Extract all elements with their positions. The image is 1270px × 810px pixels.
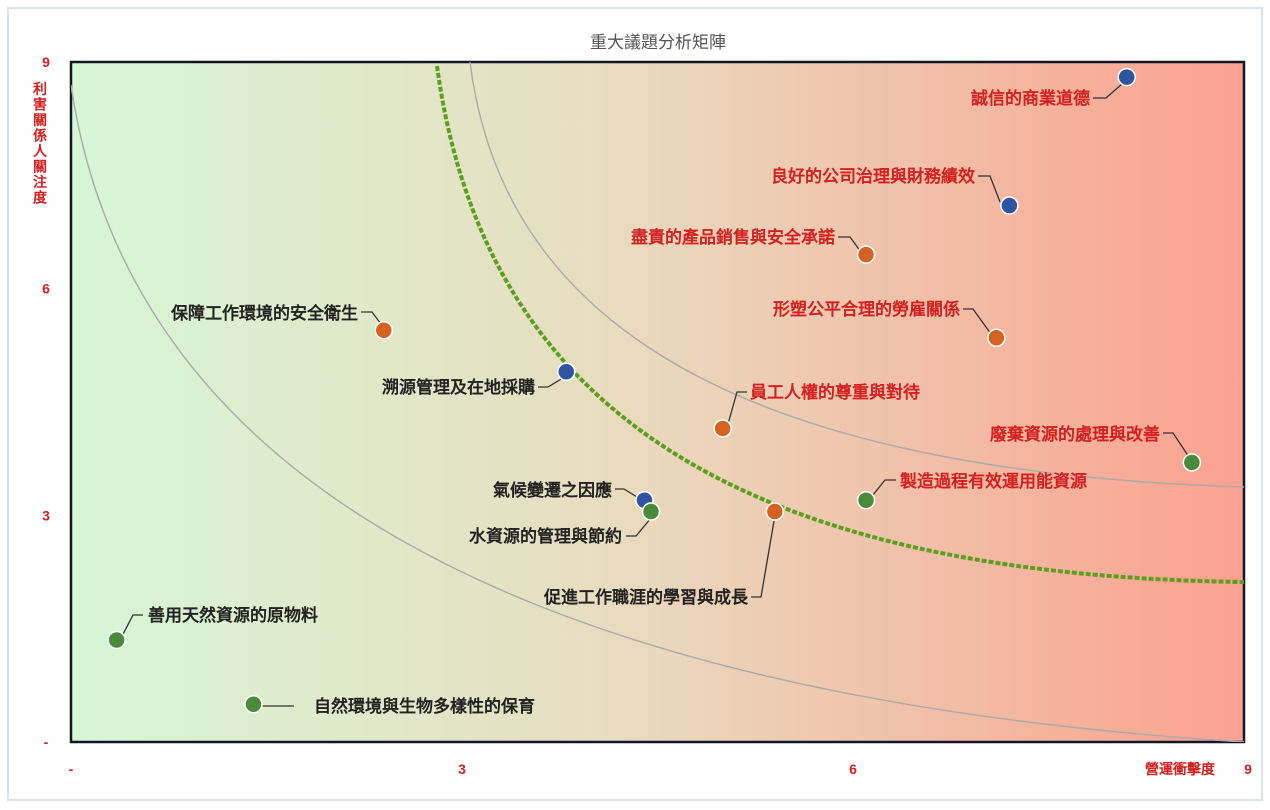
data-point [765,502,785,521]
y-tick-label: 6 [42,281,50,297]
y-axis-label-char: 害 [33,97,47,113]
y-axis-label-char: 利 [33,81,47,97]
leader-lines-group [119,83,1192,707]
leader-line [1093,83,1123,99]
threshold-curve [435,65,1244,584]
x-tick-label: 6 [849,761,857,777]
data-point [713,419,732,438]
data-point [557,362,576,382]
leader-line [119,614,143,641]
leader-line [727,391,747,425]
point-label: 氣候變遷之因應 [493,480,612,500]
point-label: 水資源的管理與節約 [469,526,622,546]
y-tick-label: 9 [42,54,50,70]
y-tick-label: - [44,734,49,750]
data-point [1117,67,1136,87]
point-label: 良好的公司治理與財務績效 [771,166,975,186]
data-point [856,245,876,264]
data-point [641,502,661,521]
point-label: 廢棄資源的處理與改善 [990,424,1160,444]
point-label: 員工人權的尊重與對待 [749,382,920,402]
point-label: 善用天然資源的原物料 [148,605,318,625]
y-axis-label-char: 關 [33,159,47,175]
y-axis-label-char: 人 [33,143,48,159]
point-label: 形塑公平合理的勞雇關係 [773,299,960,319]
data-point [1000,196,1019,215]
x-tick-label: 3 [458,761,466,777]
y-tick-label: 3 [42,507,50,523]
data-point [107,630,126,650]
ticks-group: - 3 6 9 - 3 6 9 [42,54,1252,777]
leader-line [615,488,643,501]
x-tick-label: - [69,761,74,777]
point-label: 溯源管理及在地採購 [382,377,535,397]
y-axis-label-char: 關 [33,112,47,128]
data-point [856,490,876,510]
x-tick-label: 9 [1244,761,1252,777]
leader-line [838,236,862,253]
leader-line [868,479,896,501]
chart-title: 重大議題分析矩陣 [590,33,726,52]
leader-line [963,308,992,335]
leader-line [626,517,652,537]
data-point [374,320,394,340]
point-label: 製造過程有效運用能資源 [899,471,1087,491]
data-point [987,328,1006,348]
point-label: 自然環境與生物多樣性的保育 [314,696,535,716]
point-label: 盡責的產品銷售與安全承諾 [631,227,835,247]
y-axis-label-char: 係 [33,128,47,144]
leader-line [978,175,1001,203]
curves-group [71,62,1244,742]
point-label: 誠信的商業道德 [971,88,1090,108]
y-axis-label-char: 注 [33,174,47,190]
y-axis-label-char: 度 [33,190,48,206]
leader-line [1163,432,1192,461]
plot-area [69,60,1246,744]
point-label: 促進工作職涯的學習與成長 [543,587,749,607]
guide-curve-outer [469,62,1244,488]
leader-line [538,377,564,388]
leader-line [751,520,775,598]
data-point [1182,453,1202,472]
points-group [107,67,1202,714]
point-label: 保障工作環境的安全衛生 [170,303,358,323]
labels-group: 誠信的商業道德良好的公司治理與財務績效盡責的產品銷售與安全承諾形塑公平合理的勞雇… [148,88,1160,716]
x-axis-label: 營運衝擊度 [1145,761,1216,777]
data-point [244,694,263,714]
guide-curve-inner [71,84,1244,742]
